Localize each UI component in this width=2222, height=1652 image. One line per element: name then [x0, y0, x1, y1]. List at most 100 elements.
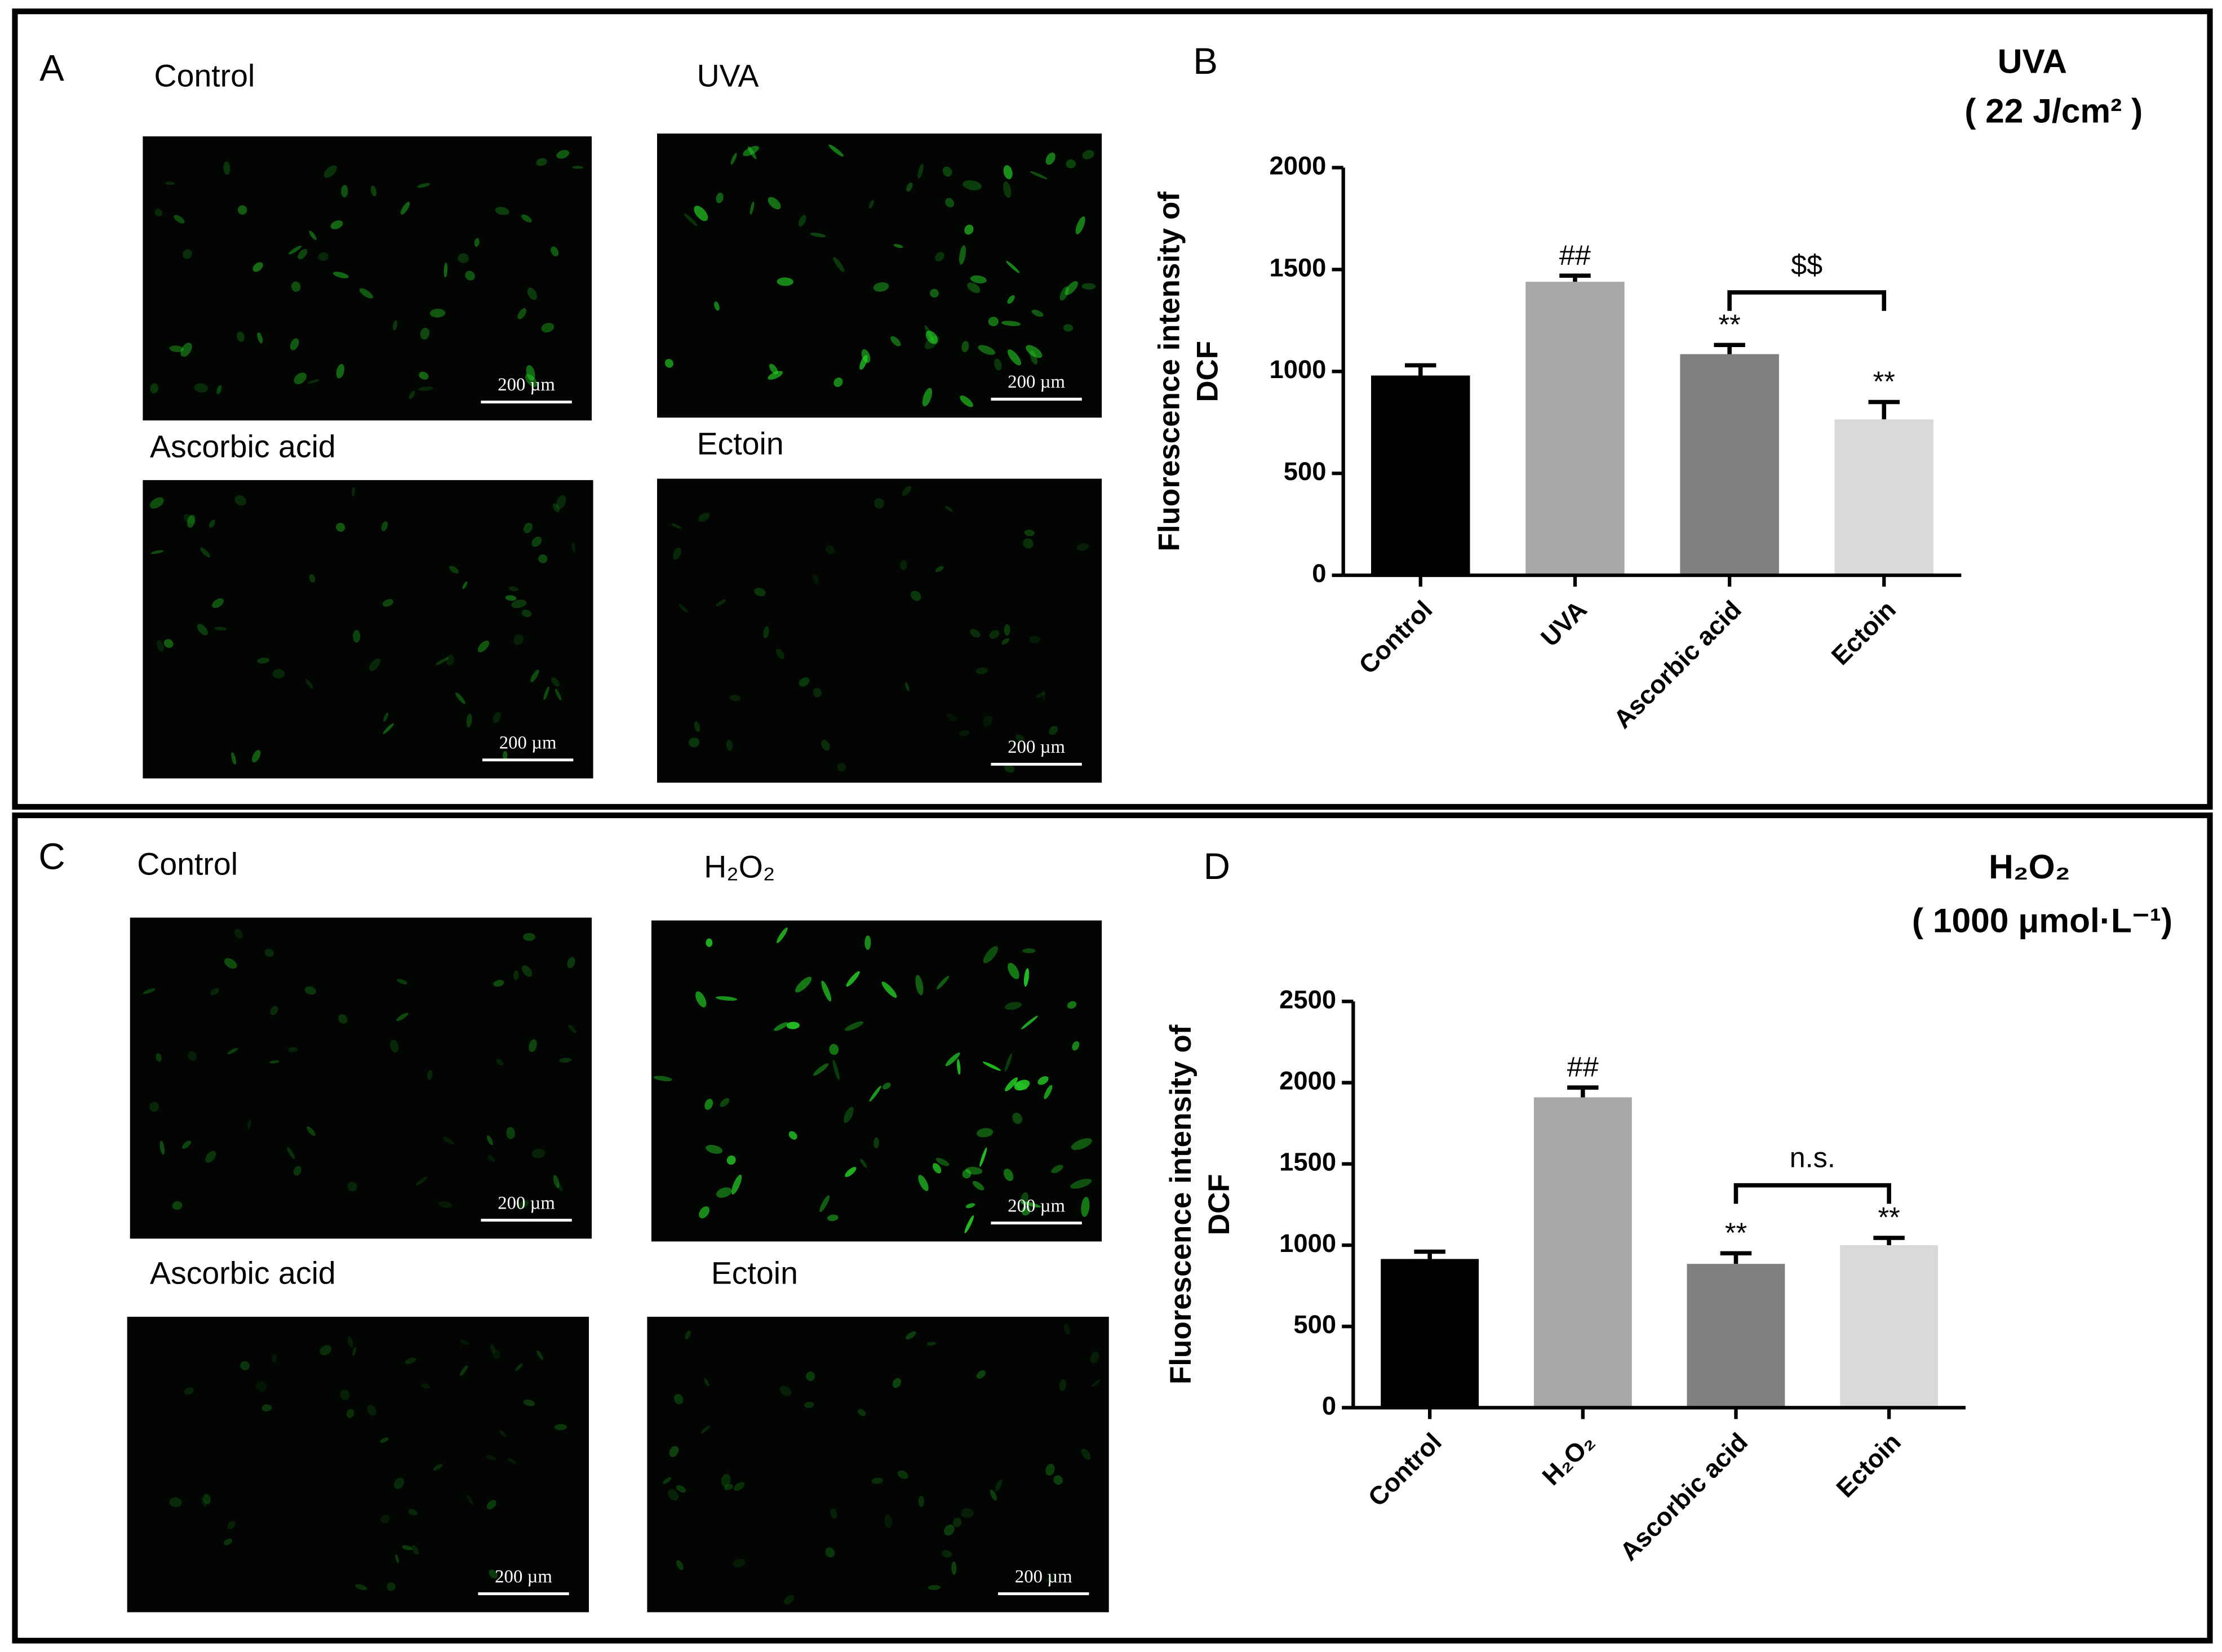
cell	[369, 658, 380, 672]
cell	[380, 1437, 389, 1443]
cell	[187, 514, 196, 528]
cell	[332, 272, 349, 278]
cell	[252, 262, 263, 272]
cell	[961, 341, 969, 353]
cell	[730, 153, 737, 165]
cell	[943, 1524, 955, 1536]
cell	[172, 1201, 183, 1210]
cell	[1044, 1085, 1053, 1099]
cell	[689, 738, 700, 748]
image-label: Ascorbic acid	[150, 1256, 336, 1291]
cell	[507, 1458, 516, 1464]
cell	[309, 574, 316, 583]
y-tick-label: 1000	[1279, 1229, 1336, 1258]
cell	[937, 975, 950, 990]
cell	[396, 1012, 409, 1022]
cell	[858, 1409, 866, 1416]
micrograph	[127, 1317, 589, 1613]
cell	[298, 248, 308, 260]
cell	[884, 1515, 893, 1528]
cell	[978, 345, 996, 355]
cell	[995, 1479, 1003, 1491]
cell	[408, 1509, 418, 1516]
cell	[180, 343, 192, 357]
cell	[961, 1508, 974, 1518]
cell	[395, 1554, 399, 1563]
cell	[169, 345, 184, 352]
cell	[699, 1206, 709, 1219]
cell	[1003, 181, 1012, 198]
cell	[653, 1076, 672, 1081]
cell	[676, 1560, 684, 1570]
cell	[154, 208, 163, 217]
cell	[336, 363, 345, 379]
scale-bar-label: 200 µm	[1015, 1566, 1072, 1587]
cell	[443, 263, 448, 278]
cell	[979, 1147, 987, 1167]
cell	[536, 1350, 544, 1360]
cell	[924, 325, 934, 342]
cell	[953, 1517, 962, 1527]
cell	[763, 626, 769, 638]
cell	[994, 358, 1002, 371]
cell	[240, 1361, 250, 1370]
cell	[669, 1446, 679, 1457]
cell	[492, 1350, 500, 1359]
cell	[496, 1059, 503, 1066]
cell	[1082, 150, 1094, 159]
cell	[893, 244, 903, 248]
cell	[881, 982, 897, 998]
cell	[227, 1521, 236, 1529]
y-tick-label: 0	[1322, 1391, 1336, 1420]
image-label: Control	[137, 847, 238, 882]
cell	[336, 522, 345, 532]
image-label: Control	[154, 58, 255, 93]
cell	[830, 1508, 837, 1519]
cell	[554, 1424, 567, 1431]
cell	[460, 1339, 469, 1345]
cell	[945, 198, 955, 208]
cell	[769, 363, 778, 375]
cell	[1022, 948, 1036, 953]
cell	[467, 1494, 473, 1505]
cell	[210, 988, 219, 996]
cell	[674, 1394, 684, 1405]
cell	[1024, 530, 1035, 536]
cell	[419, 371, 429, 380]
bar	[1525, 282, 1625, 576]
cell	[983, 946, 998, 963]
cell	[776, 649, 784, 659]
cell	[1081, 1449, 1091, 1460]
cell	[367, 1405, 376, 1416]
micrograph	[647, 1317, 1109, 1613]
cell	[556, 150, 570, 159]
cell	[383, 723, 394, 734]
y-axis-label: Fluorescence intensity of	[1153, 192, 1186, 552]
cell	[257, 658, 269, 664]
cell	[382, 599, 394, 607]
cell	[944, 506, 953, 512]
cell	[513, 634, 524, 645]
cell	[806, 1371, 815, 1381]
micrograph	[657, 133, 1102, 418]
cell	[291, 281, 301, 292]
cell	[197, 624, 209, 636]
cell	[551, 677, 560, 687]
cell	[694, 206, 708, 221]
bar	[1687, 1264, 1785, 1408]
cell	[261, 1404, 272, 1411]
cell	[844, 1021, 864, 1031]
cell	[508, 586, 518, 592]
image-label: H₂O₂	[704, 850, 775, 885]
y-tick-label: 2000	[1279, 1067, 1336, 1095]
cell	[487, 1154, 495, 1162]
micrograph	[143, 480, 593, 779]
cell	[1053, 1475, 1063, 1485]
cell	[1042, 690, 1046, 701]
cell	[714, 301, 720, 311]
cell	[874, 498, 884, 509]
cell	[436, 657, 449, 665]
cell	[676, 1485, 686, 1493]
cell	[733, 1558, 746, 1567]
cell	[205, 1151, 216, 1163]
